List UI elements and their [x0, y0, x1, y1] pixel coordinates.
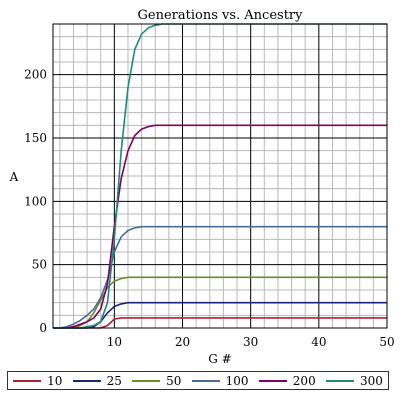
legend-label: 50 [166, 373, 182, 388]
legend-label: 25 [106, 373, 122, 388]
legend-item-100: 100 [191, 373, 249, 388]
legend-item-50: 50 [132, 374, 181, 388]
grid [53, 24, 388, 328]
legend-swatch [132, 379, 161, 382]
series-line-50 [53, 276, 387, 329]
legend-swatch [191, 379, 220, 382]
series-line-100 [53, 225, 387, 329]
y-tick-label: 0 [39, 321, 47, 335]
legend-item-10: 10 [13, 374, 62, 388]
y-tick-label: 150 [24, 131, 47, 145]
y-axis-label: A [9, 170, 19, 184]
legend-swatch [258, 379, 287, 382]
legend: 10 25 50 100 200 300 [7, 371, 389, 390]
legend-item-200: 200 [258, 373, 316, 388]
legend-item-25: 25 [72, 373, 122, 388]
legend-label: 300 [359, 373, 383, 388]
x-tick-label: 10 [107, 335, 122, 349]
legend-label: 10 [47, 373, 63, 388]
series-line-200 [53, 124, 387, 329]
x-axis-label: G # [208, 352, 231, 366]
y-tick-label: 200 [24, 68, 47, 82]
y-tick-label: 100 [24, 194, 47, 208]
legend-swatch [13, 379, 42, 382]
legend-label: 200 [292, 373, 316, 388]
y-tick-label: 50 [32, 258, 47, 272]
x-tick-label: 20 [175, 335, 190, 349]
x-tick-label: 30 [243, 335, 258, 349]
x-tick-label: 40 [311, 335, 326, 349]
line-chart: Generations vs. Ancestry 10 20 30 40 5005010… [9, 8, 395, 366]
plot-frame [52, 23, 388, 329]
legend-item-300: 300 [325, 373, 383, 388]
ticks: 10 20 30 40 50 0 50 100 150 200 [24, 68, 395, 349]
legend-label: 100 [225, 373, 249, 388]
chart-title: Generations vs. Ancestry [138, 8, 304, 23]
legend-swatch [72, 379, 101, 382]
x-tick-label: 50 [379, 335, 394, 349]
legend-swatch [325, 379, 354, 382]
